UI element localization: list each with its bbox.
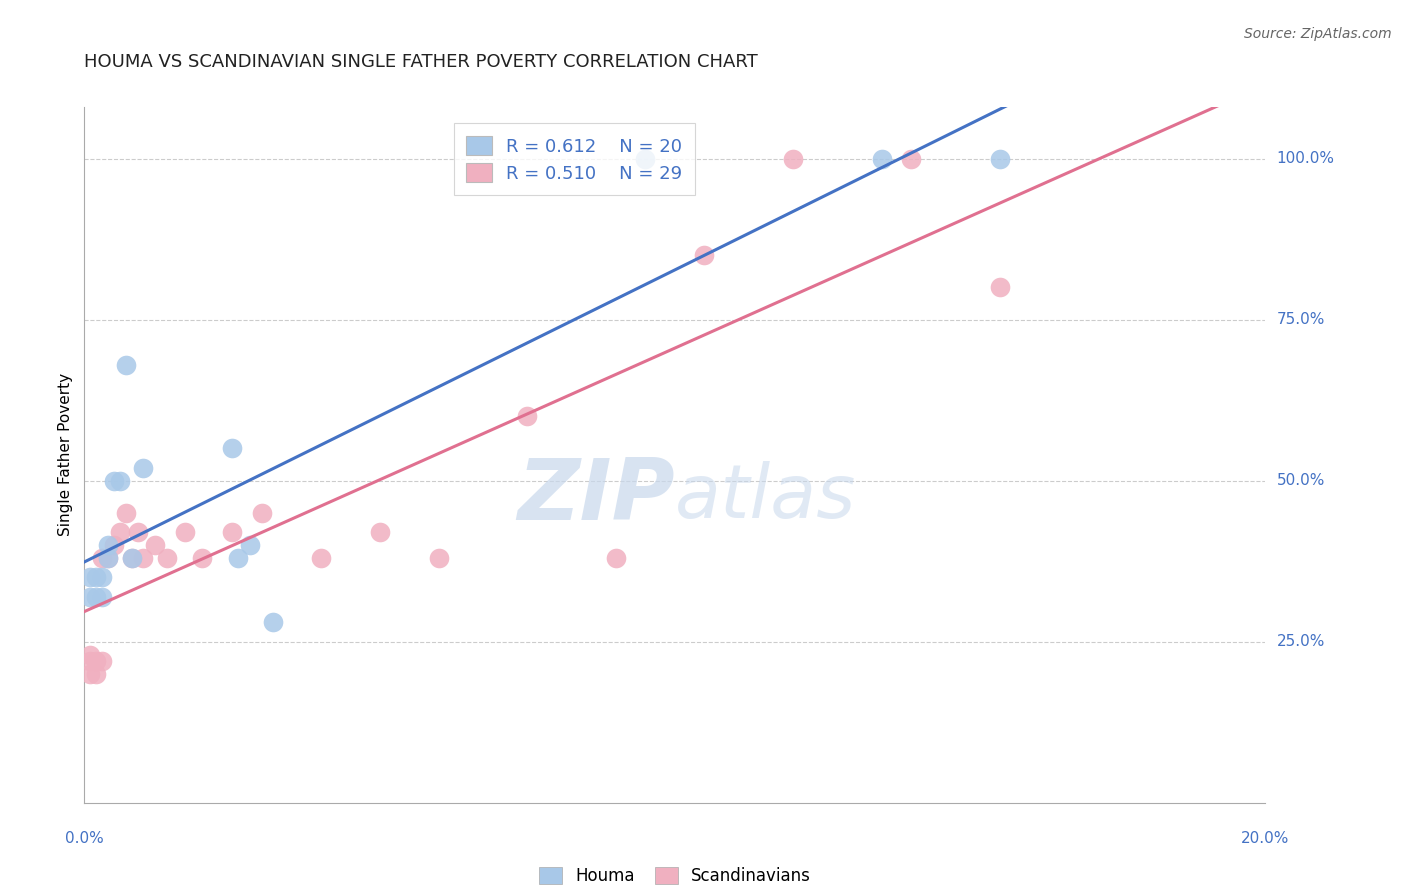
Point (988, 152, 1011, 166)
Point (127, 525, 149, 540)
Point (226, 551, 249, 566)
Point (97, 551, 120, 566)
Point (79, 667, 101, 681)
Text: 50.0%: 50.0% (1277, 473, 1324, 488)
Point (693, 248, 716, 262)
Point (121, 551, 143, 566)
Point (91, 570, 114, 584)
Point (121, 551, 143, 566)
Point (605, 551, 627, 566)
Text: atlas: atlas (675, 460, 856, 533)
Point (262, 615, 284, 630)
Point (114, 358, 136, 372)
Point (91, 654, 114, 668)
Point (870, 152, 893, 166)
Point (250, 506, 273, 520)
Point (103, 474, 125, 488)
Point (782, 152, 804, 166)
Text: 25.0%: 25.0% (1277, 634, 1324, 649)
Point (143, 538, 166, 552)
Point (84, 654, 107, 668)
Point (91, 551, 114, 566)
Text: 75.0%: 75.0% (1277, 312, 1324, 327)
Point (427, 551, 450, 566)
Y-axis label: Single Father Poverty: Single Father Poverty (58, 374, 73, 536)
Point (634, 152, 657, 166)
Point (114, 506, 136, 520)
Point (103, 538, 125, 552)
Point (84, 667, 107, 681)
Point (988, 280, 1011, 294)
Point (132, 460, 155, 475)
Text: ZIP: ZIP (517, 455, 675, 538)
Point (221, 442, 243, 456)
Point (221, 525, 243, 540)
Point (79, 590, 101, 604)
Point (97, 551, 120, 566)
Point (239, 538, 262, 552)
Point (191, 551, 214, 566)
Text: 0.0%: 0.0% (65, 830, 104, 846)
Text: Source: ZipAtlas.com: Source: ZipAtlas.com (1244, 27, 1392, 41)
Point (516, 409, 538, 424)
Point (368, 525, 391, 540)
Point (84, 590, 107, 604)
Legend: Houma, Scandinavians: Houma, Scandinavians (531, 860, 818, 891)
Point (79, 654, 101, 668)
Text: 100.0%: 100.0% (1277, 151, 1334, 166)
Text: 20.0%: 20.0% (1241, 830, 1289, 846)
Point (108, 525, 131, 540)
Point (900, 152, 922, 166)
Text: HOUMA VS SCANDINAVIAN SINGLE FATHER POVERTY CORRELATION CHART: HOUMA VS SCANDINAVIAN SINGLE FATHER POVE… (84, 54, 758, 71)
Point (91, 590, 114, 604)
Point (97, 538, 120, 552)
Point (79, 648, 101, 662)
Point (173, 525, 195, 540)
Point (108, 474, 131, 488)
Point (132, 551, 155, 566)
Point (79, 570, 101, 584)
Point (84, 570, 107, 584)
Point (309, 551, 332, 566)
Point (156, 551, 179, 566)
